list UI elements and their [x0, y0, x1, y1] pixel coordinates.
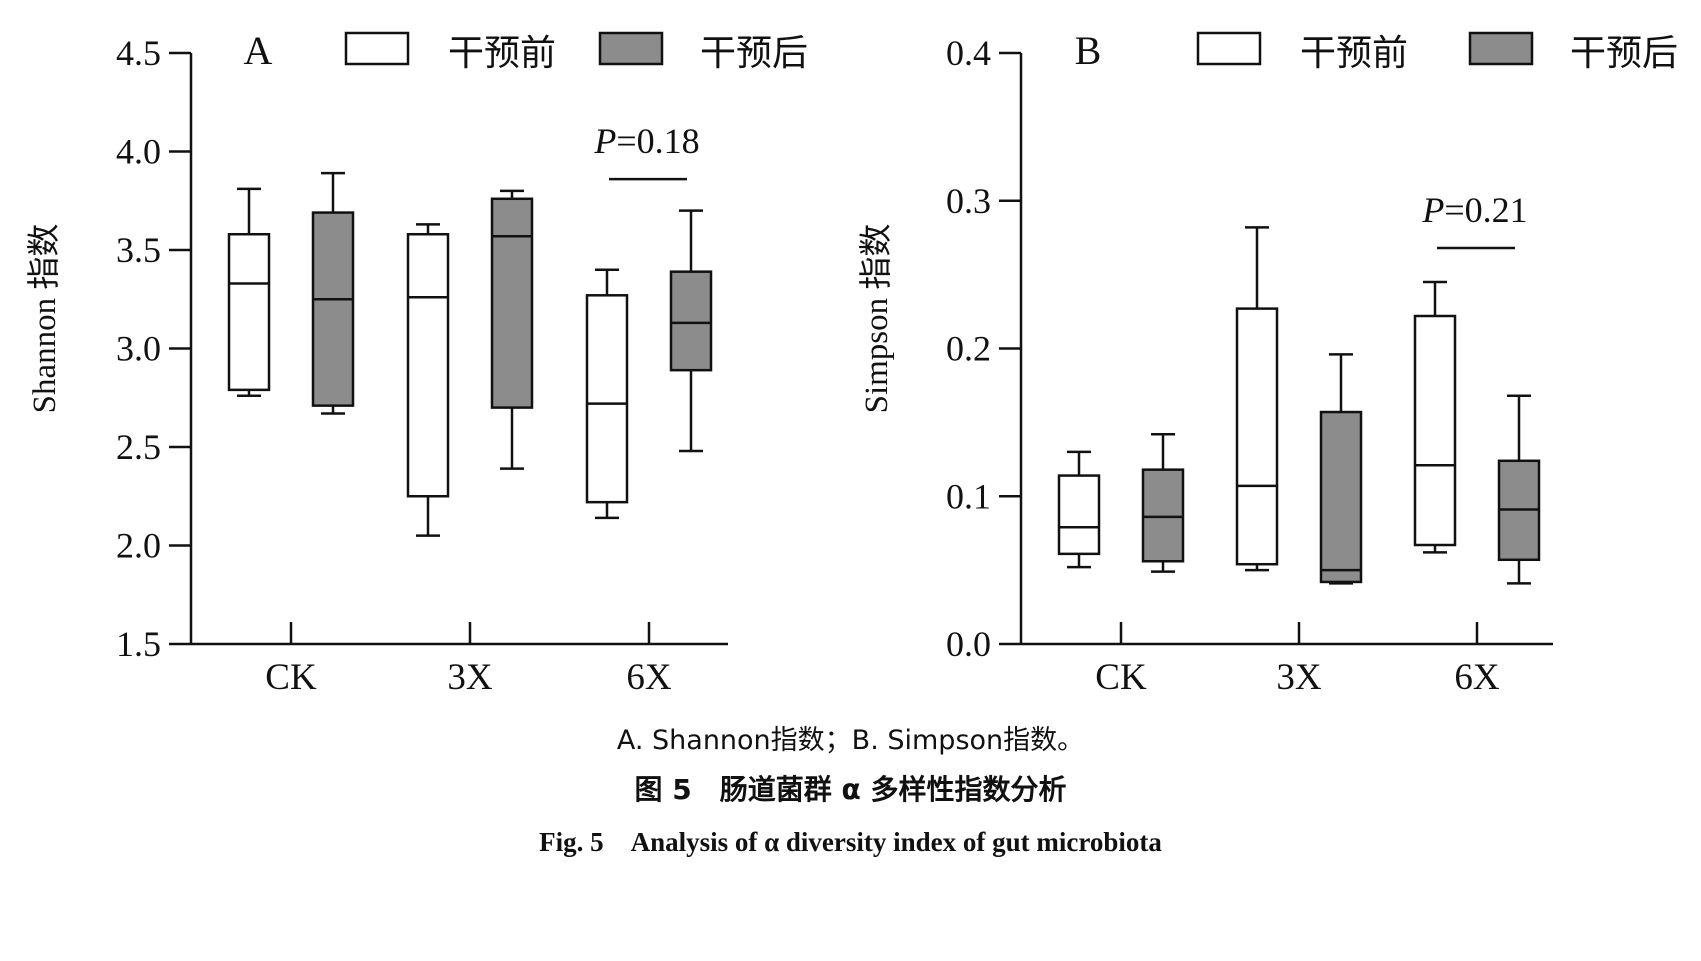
- y-axis-title: Simpson 指数: [858, 224, 895, 414]
- box-body: [585, 294, 629, 504]
- chart-panel-b: 0.0 0.1 0.2 0.3 0.4 CK 3X 6X Simpson 指数 B 干预前 干预后 P=…: [858, 28, 1678, 698]
- y-tick-label: 3.0: [116, 329, 161, 369]
- figure-canvas: 1.5 2.0 2.5 3.0 3.5 4.0 4.5 CK 3X 6X Shannon 指数 A 干预…: [26, 28, 1678, 698]
- box-body: [490, 197, 534, 409]
- y-tick-label: 3.5: [116, 230, 161, 270]
- caption-english-title: Fig. 5 Analysis of α diversity index of …: [539, 827, 1162, 857]
- legend-swatch: [1196, 31, 1262, 66]
- y-tick-label: 0.0: [946, 624, 991, 664]
- box-body: [1413, 314, 1457, 547]
- panel-letter: A: [244, 28, 273, 73]
- box-3x-before: [1235, 226, 1279, 572]
- box-body: [1319, 410, 1363, 584]
- box-3x-after: [490, 189, 534, 470]
- x-tick-label: 3X: [447, 657, 493, 698]
- legend-swatch: [598, 31, 664, 66]
- chart-panel-a: 1.5 2.0 2.5 3.0 3.5 4.0 4.5 CK 3X 6X Shannon 指数 A 干预…: [26, 28, 808, 698]
- legend-swatch: [1468, 31, 1534, 66]
- y-tick-label: 0.2: [946, 329, 991, 369]
- y-axis-title: Shannon 指数: [26, 224, 63, 414]
- y-tick-label: 4.0: [116, 132, 161, 172]
- y-tick-label: 2.0: [116, 526, 161, 566]
- y-tick-label: 0.1: [946, 476, 991, 516]
- box-body: [669, 270, 713, 372]
- box-body: [1141, 468, 1185, 563]
- x-tick-label: 3X: [1276, 657, 1322, 698]
- box-6x-after: [669, 209, 713, 453]
- box-body: [311, 211, 355, 407]
- legend-label: 干预前: [1300, 33, 1408, 74]
- box-6x-before: [1413, 280, 1457, 554]
- box-body: [406, 232, 450, 498]
- y-tick-label: 1.5: [116, 624, 161, 664]
- x-tick-label: CK: [265, 657, 317, 698]
- box-ck-before: [1057, 450, 1101, 569]
- box-body: [227, 232, 271, 392]
- p-value-label: P=0.21: [1421, 190, 1527, 230]
- box-ck-after: [1141, 432, 1185, 573]
- legend-label: 干预前: [448, 33, 556, 74]
- legend-label: 干预后: [700, 33, 808, 74]
- box-ck-before: [227, 187, 271, 398]
- box-body: [1057, 474, 1101, 556]
- p-value-label: P=0.18: [593, 121, 699, 161]
- box-ck-after: [311, 171, 355, 415]
- x-tick-label: CK: [1095, 657, 1147, 698]
- legend-swatch: [344, 31, 410, 66]
- y-tick-label: 0.4: [946, 33, 991, 73]
- caption-subtitle: A. Shannon指数；B. Simpson指数。: [616, 725, 1085, 756]
- caption-chinese-title: 图 5 肠道菌群 α 多样性指数分析: [634, 773, 1067, 806]
- box-6x-before: [585, 268, 629, 520]
- legend-label: 干预后: [1570, 33, 1678, 74]
- box-body: [1235, 307, 1279, 566]
- y-tick-label: 2.5: [116, 427, 161, 467]
- box-6x-after: [1497, 394, 1541, 585]
- box-3x-before: [406, 223, 450, 537]
- box-3x-after: [1319, 353, 1363, 585]
- panel-letter: B: [1075, 28, 1102, 73]
- y-tick-label: 0.3: [946, 181, 991, 221]
- x-tick-label: 6X: [1454, 657, 1500, 698]
- x-tick-label: 6X: [626, 657, 672, 698]
- y-tick-label: 4.5: [116, 33, 161, 73]
